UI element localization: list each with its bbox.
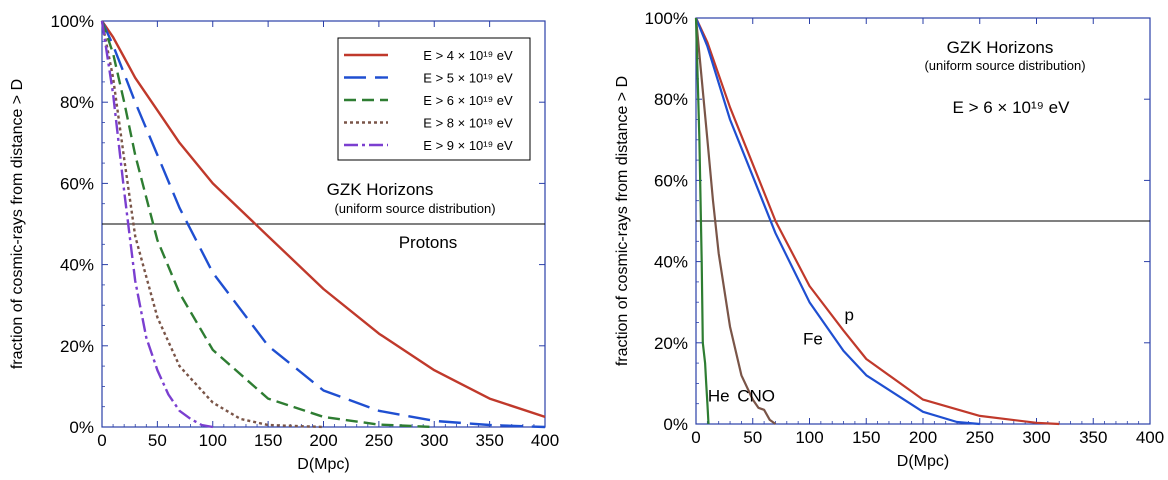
legend-label: E > 5 × 10¹⁹ eV [423, 71, 513, 86]
x-tick-label: 200 [909, 428, 937, 447]
x-tick-label: 100 [795, 428, 823, 447]
legend-label: E > 9 × 10¹⁹ eV [423, 138, 513, 153]
x-tick-label: 200 [309, 431, 337, 450]
chart-1: 0 50 100 150 200 250 300 350 400 0% 20% 40% 60% 80% 10… [9, 12, 559, 473]
y-tick-label: 0% [69, 418, 94, 437]
x-tick-label: 0 [97, 431, 106, 450]
x-tick-label: 0 [691, 428, 700, 447]
chart-title: GZK Horizons [327, 180, 434, 199]
chart-subtitle: (uniform source distribution) [334, 201, 495, 216]
y-tick-label: 40% [654, 253, 688, 272]
x-tick-label: 50 [148, 431, 167, 450]
series-line-cno [694, 17, 777, 425]
x-tick-label: 300 [420, 431, 448, 450]
protons-label: Protons [399, 233, 458, 252]
x-tick-label: 150 [254, 431, 282, 450]
x-tick-label: 300 [1022, 428, 1050, 447]
x-tick-label: 400 [531, 431, 559, 450]
energy-label: E > 6 × 10¹⁹ eV [953, 98, 1071, 117]
y-tick-label: 80% [654, 90, 688, 109]
x-tick-label: 350 [1079, 428, 1107, 447]
x-axis-label: D(Mpc) [297, 456, 349, 473]
y-tick-label: 60% [60, 174, 94, 193]
series-line-e-4-10-ev [101, 20, 546, 419]
y-tick-label: 100% [51, 12, 94, 31]
legend-label: E > 6 × 10¹⁹ eV [423, 93, 513, 108]
y-axis-label: fraction of cosmic-rays from distance > … [9, 79, 26, 369]
y-tick-label: 20% [60, 337, 94, 356]
x-tick-label: 250 [365, 431, 393, 450]
chart-subtitle: (uniform source distribution) [924, 58, 1085, 73]
x-tick-label: 250 [966, 428, 994, 447]
series-label-fe: Fe [803, 330, 823, 349]
y-tick-label: 20% [654, 334, 688, 353]
x-tick-label: 350 [475, 431, 503, 450]
legend-label: E > 4 × 10¹⁹ eV [423, 48, 513, 63]
x-tick-label: 100 [199, 431, 227, 450]
series-line-fe [694, 17, 980, 426]
y-tick-label: 80% [60, 93, 94, 112]
x-tick-label: 150 [852, 428, 880, 447]
y-tick-label: 40% [60, 256, 94, 275]
y-tick-label: 0% [663, 415, 688, 434]
y-tick-label: 100% [645, 9, 688, 28]
series-line-e-8-10-ev [100, 20, 324, 429]
series-line-e-9-10-ev [100, 20, 214, 429]
y-axis-label: fraction of cosmic-rays from distance > … [614, 76, 631, 366]
series-label-p: p [844, 305, 853, 324]
chart-2: 0 50 100 150 200 250 300 350 400 0% 20% 40% 60% 80% 10… [614, 9, 1164, 470]
x-tick-label: 400 [1136, 428, 1164, 447]
legend-label: E > 8 × 10¹⁹ eV [423, 116, 513, 131]
y-tick-label: 60% [654, 171, 688, 190]
series-label-cno: CNO [737, 387, 775, 406]
series-label-he: He [708, 387, 730, 406]
series-line-p [695, 17, 1060, 426]
series-line-he [694, 17, 710, 425]
x-tick-label: 50 [743, 428, 762, 447]
x-axis-label: D(Mpc) [897, 453, 949, 470]
chart-title: GZK Horizons [947, 38, 1054, 57]
legend: E > 4 × 10¹⁹ eV E > 5 × 10¹⁹ eV E > 6 × 10… [337, 37, 531, 161]
